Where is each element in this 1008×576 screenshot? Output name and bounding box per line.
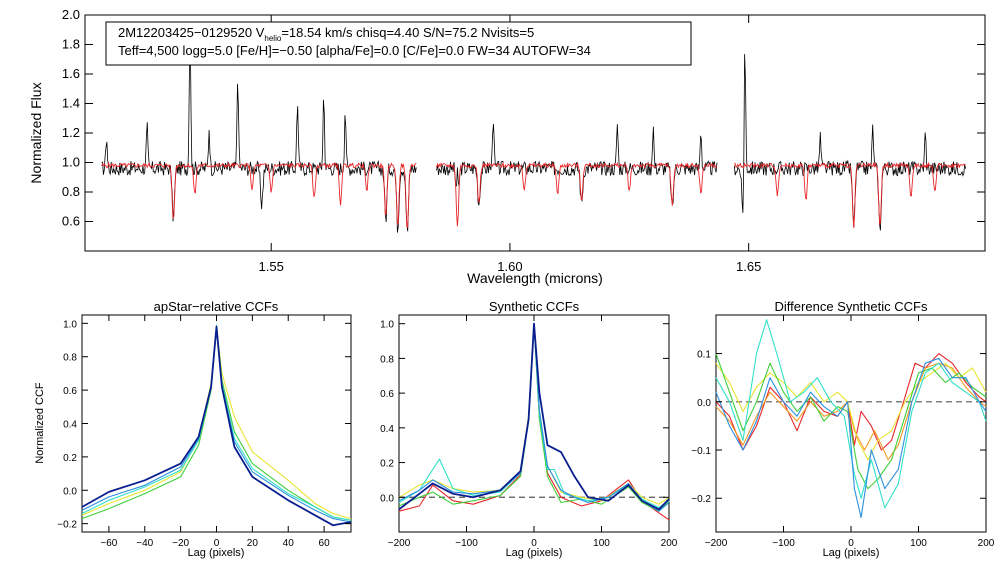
y-tick-label: 1.0: [62, 155, 80, 170]
y-tick-label: 0.8: [380, 354, 394, 365]
info-line-1: 2M12203425−0129520 Vhelio=18.54 km/s chi…: [118, 25, 534, 43]
spectrum-axes-layer: 1.55 1.60 1.65 0.6 0.8 1.0 1.2 1.4 1.6 1.8 2.0: [62, 7, 985, 274]
x-tick-label: −20: [172, 538, 189, 549]
difference-ccf-data-layer: [715, 319, 987, 519]
y-tick-label: 0.6: [63, 386, 77, 397]
model-spectrum-line: [734, 161, 966, 228]
info-line-1-rest: =18.54 km/s chisq=4.40 S/N=75.2 Nvisits=…: [281, 25, 534, 40]
model-spectrum-line: [101, 161, 417, 229]
y-tick-label: 0.4: [380, 424, 394, 435]
ccf-series-line-s2: [715, 319, 987, 509]
x-tick-label: 0: [848, 538, 854, 549]
y-tick-label: 0.8: [62, 184, 80, 199]
x-tick-label: −60: [100, 538, 117, 549]
apstar-ccf-axes-layer: −60 −40 −20 0 20 40 60 −0.2 0.0 0.2 0.4 0.6 0.8 1.0: [57, 315, 351, 549]
y-tick-label: −0.2: [57, 520, 77, 531]
x-tick-label: −200: [705, 538, 728, 549]
synthetic-ccf-data-layer: [398, 322, 670, 521]
x-tick-label: 200: [661, 538, 678, 549]
synthetic-ccf-plot-frame: [398, 314, 670, 533]
ccf-series-line-s4: [715, 362, 987, 461]
y-tick-label: 1.2: [62, 125, 80, 140]
ccf-series-line-s5: [398, 323, 670, 505]
info-v-symbol: V: [256, 25, 265, 40]
x-tick-label: 100: [593, 538, 610, 549]
x-tick-label: −100: [772, 538, 795, 549]
y-tick-label: 0.2: [380, 459, 394, 470]
apstar-ccf-panel: apStar−relative CCFs −60 −40 −20 0 20 40 60 −0.…: [34, 299, 352, 559]
difference-ccf-title: Difference Synthetic CCFs: [775, 299, 928, 314]
y-tick-label: 0.8: [63, 353, 77, 364]
x-tick-label: 60: [319, 538, 331, 549]
apstar-ccf-x-axis-label: Lag (pixels): [188, 547, 245, 559]
apstar-ccf-title: apStar−relative CCFs: [154, 299, 279, 314]
x-tick-label: 1.65: [736, 259, 761, 274]
x-tick-label: 200: [978, 538, 995, 549]
info-star-id: 2M12203425−0129520: [118, 25, 252, 40]
x-tick-label: 1.60: [497, 259, 522, 274]
spectrum-y-axis-label: Normalized Flux: [28, 82, 44, 183]
model-spectrum-line: [435, 161, 718, 227]
y-tick-label: 0.1: [697, 350, 711, 361]
difference-ccf-panel: Difference Synthetic CCFs −200 −100 0 100 20…: [691, 299, 995, 559]
ccf-series-line-s1: [81, 325, 352, 527]
synthetic-ccf-axes-layer: −200 −100 0 100 200 0.0 0.2 0.4 0.6 0.8 1.0: [380, 315, 678, 549]
apstar-ccf-y-axis-label: Normalized CCF: [34, 382, 46, 464]
info-line-2: Teff=4,500 logg=5.0 [Fe/H]=−0.50 [alpha/…: [118, 43, 591, 58]
difference-ccf-x-axis-label: Lag (pixels): [823, 547, 880, 559]
x-tick-label: 100: [910, 538, 927, 549]
observed-spectrum-line: [733, 54, 966, 231]
info-v-subscript: helio: [264, 34, 281, 43]
y-tick-label: 0.0: [697, 398, 711, 409]
ccf-series-line-s1: [715, 357, 987, 519]
y-tick-label: 0.0: [380, 493, 394, 504]
x-tick-label: −200: [388, 538, 411, 549]
y-tick-label: 2.0: [62, 7, 80, 22]
x-tick-label: 0: [531, 538, 537, 549]
y-tick-label: 1.4: [62, 96, 80, 111]
spectrum-panel: 1.55 1.60 1.65 0.6 0.8 1.0 1.2 1.4 1.6 1.8 2.0 2M1…: [28, 7, 986, 286]
spectrum-x-axis-label: Wavelength (microns): [467, 270, 603, 286]
ccf-series-line-s1: [398, 322, 670, 511]
y-tick-label: 0.4: [63, 420, 77, 431]
spectrum-info-box: [105, 21, 692, 66]
synthetic-ccf-panel: Synthetic CCFs −200 −100 0 100 200 0.0 0.2 0.4 0…: [380, 299, 678, 559]
y-tick-label: 0.0: [63, 486, 77, 497]
apstar-ccf-data-layer: [81, 324, 352, 527]
ccf-series-line-s4: [81, 326, 352, 521]
x-tick-label: 1.55: [259, 259, 284, 274]
difference-ccf-axes-layer: −200 −100 0 100 200 −0.2 −0.1 0.0 0.1: [691, 315, 995, 549]
y-tick-label: 0.2: [63, 453, 77, 464]
x-tick-label: −100: [455, 538, 478, 549]
observed-spectrum-line: [101, 24, 417, 233]
ccf-series-line-s2: [81, 326, 352, 523]
y-tick-label: −0.1: [691, 446, 711, 457]
y-tick-label: 1.6: [62, 66, 80, 81]
synthetic-ccf-x-axis-label: Lag (pixels): [506, 547, 563, 559]
ccf-series-line-s3: [81, 324, 352, 521]
ccf-series-line-s5: [715, 353, 987, 451]
y-tick-label: 1.0: [380, 320, 394, 331]
y-tick-label: 0.6: [62, 214, 80, 229]
y-tick-label: −0.2: [691, 494, 711, 505]
ccf-series-line-s2: [398, 323, 670, 512]
ccf-series-line-s5: [81, 324, 352, 520]
ccf-series-line-s6: [398, 323, 670, 521]
ccf-series-line-s3: [715, 353, 987, 490]
y-tick-label: 1.8: [62, 37, 80, 52]
x-tick-label: 20: [247, 538, 259, 549]
x-tick-label: 40: [283, 538, 295, 549]
y-tick-label: 0.6: [380, 389, 394, 400]
y-tick-label: 1.0: [63, 319, 77, 330]
spectrum-data-layer: [101, 24, 966, 233]
x-tick-label: −40: [136, 538, 153, 549]
synthetic-ccf-title: Synthetic CCFs: [489, 299, 580, 314]
x-tick-label: 0: [214, 538, 220, 549]
